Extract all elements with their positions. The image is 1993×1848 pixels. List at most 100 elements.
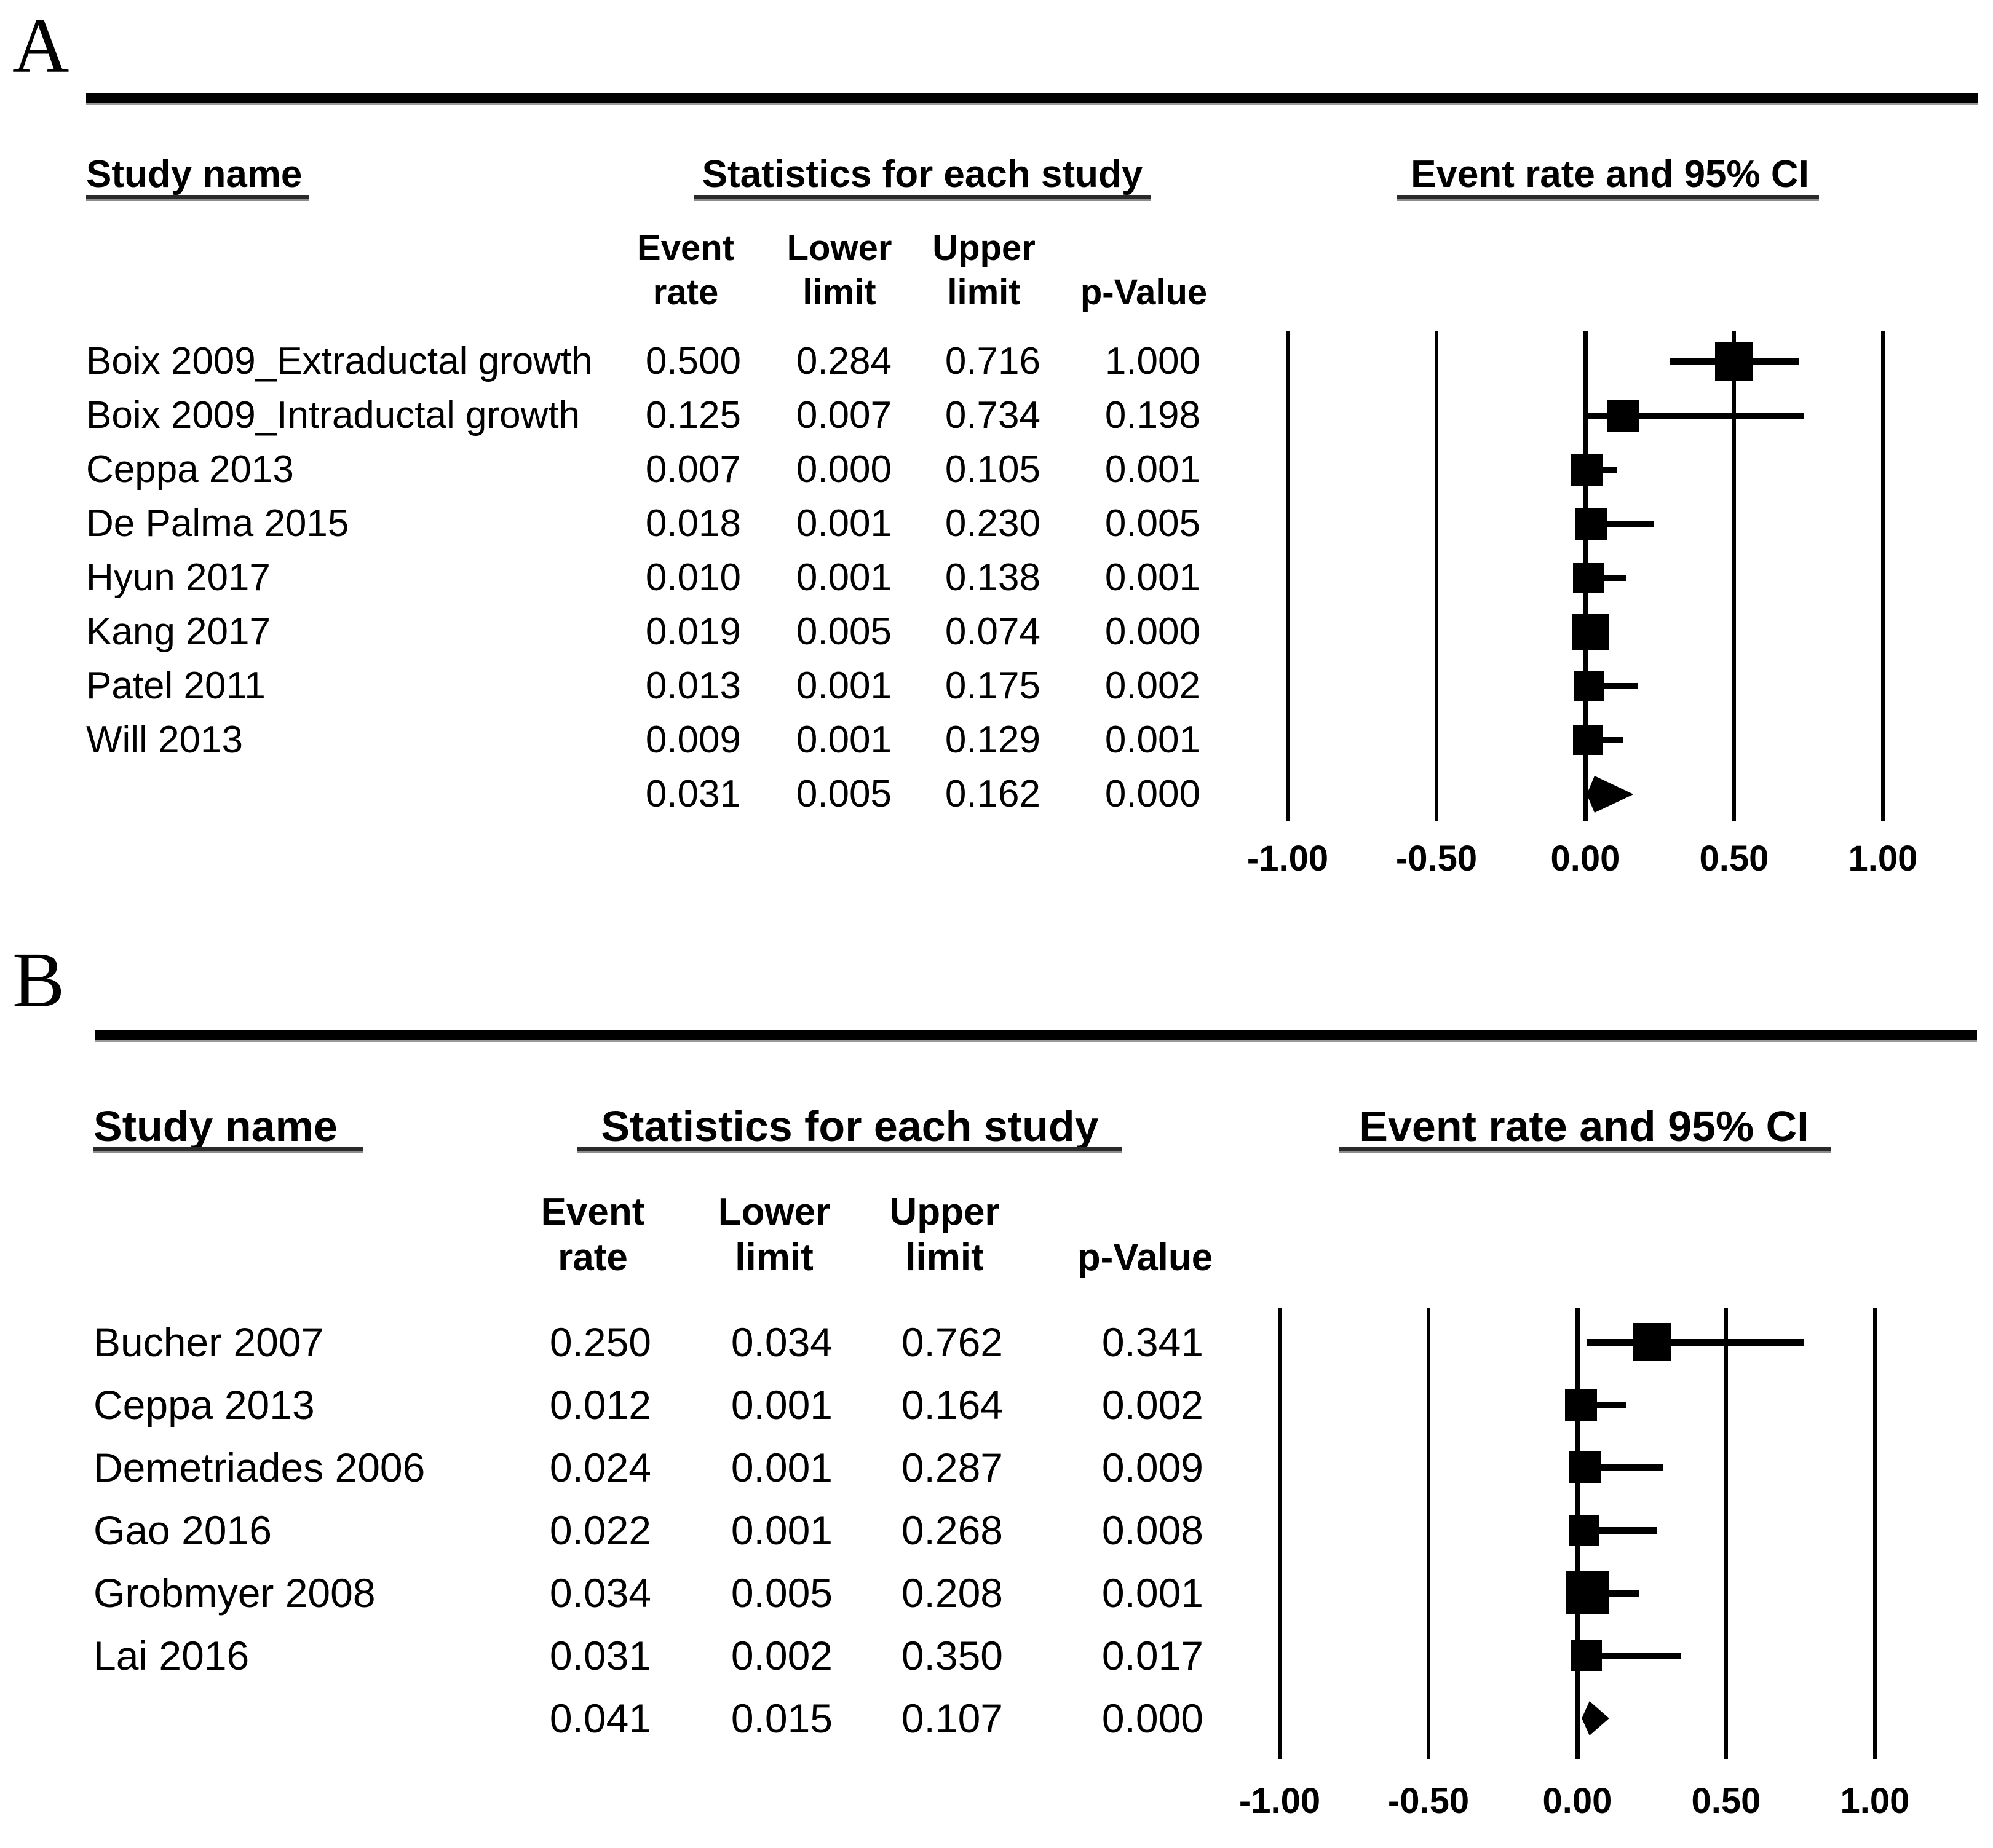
event-rate-cell: 0.041 [549, 1696, 651, 1741]
stat-col-header-line2: p-Value [1077, 1236, 1213, 1279]
effect-size-square [1566, 1571, 1609, 1614]
study-name-cell: Boix 2009_Extraductal growth [86, 340, 593, 382]
study-name-cell: Boix 2009_Intraductal growth [86, 394, 580, 436]
p-value-cell: 0.000 [1104, 773, 1200, 815]
upper-limit-cell: 0.175 [945, 665, 1040, 707]
stat-col-header-line1: Upper [889, 1191, 1000, 1233]
effect-size-square [1564, 1389, 1597, 1421]
reference-gridline [1286, 331, 1290, 821]
event-rate-cell: 0.010 [645, 556, 741, 599]
summary-diamond [1587, 776, 1634, 813]
upper-limit-cell: 0.138 [945, 556, 1040, 599]
reference-gridline [1724, 1308, 1728, 1759]
x-tick-label: -0.50 [1387, 1781, 1470, 1821]
stat-col-header-line2: rate [558, 1236, 628, 1279]
event-rate-cell: 0.007 [645, 448, 741, 491]
stat-col-header-line2: limit [735, 1236, 814, 1279]
upper-limit-cell: 0.107 [901, 1696, 1003, 1741]
ci-line [1577, 1464, 1663, 1471]
p-value-cell: 0.005 [1104, 502, 1200, 545]
ci-line [1585, 683, 1638, 689]
ci-line [1585, 521, 1654, 527]
stat-col-header-line2: rate [652, 272, 719, 312]
event-rate-cell: 0.022 [549, 1507, 651, 1553]
x-tick-label: 0.00 [1542, 1781, 1612, 1821]
lower-limit-cell: 0.005 [796, 773, 892, 815]
study-name-cell: Ceppa 2013 [86, 448, 294, 491]
panel-top-rule [95, 1030, 1977, 1040]
effect-size-square [1571, 454, 1604, 486]
panel-top-rule [86, 93, 1978, 103]
x-tick-label: 0.50 [1691, 1781, 1761, 1821]
stat-col-header-line2: limit [905, 1236, 984, 1279]
study-name-cell: Kang 2017 [86, 610, 271, 653]
upper-limit-cell: 0.762 [901, 1319, 1003, 1365]
event-rate-cell: 0.024 [549, 1445, 651, 1490]
reference-gridline [1278, 1308, 1282, 1759]
reference-gridline [1873, 1308, 1877, 1759]
p-value-cell: 0.198 [1104, 394, 1200, 436]
upper-limit-cell: 0.105 [945, 448, 1040, 491]
lower-limit-cell: 0.007 [796, 394, 892, 436]
ci-line [1587, 413, 1804, 419]
effect-size-square [1606, 400, 1639, 432]
event-rate-cell: 0.500 [645, 340, 741, 382]
stats-header: Statistics for each study [601, 1102, 1099, 1150]
study-name-cell: Hyun 2017 [86, 556, 271, 599]
effect-size-square [1568, 1451, 1601, 1483]
upper-limit-cell: 0.350 [901, 1633, 1003, 1678]
p-value-cell: 0.341 [1101, 1319, 1203, 1365]
event-rate-cell: 0.031 [645, 773, 741, 815]
p-value-cell: 0.001 [1101, 1570, 1203, 1616]
p-value-cell: 0.001 [1104, 719, 1200, 761]
event-rate-cell: 0.031 [549, 1633, 651, 1678]
plot-header: Event rate and 95% CI [1411, 153, 1809, 195]
study-name-cell: Patel 2011 [86, 665, 266, 707]
ci-line [1585, 575, 1626, 581]
p-value-cell: 0.001 [1104, 448, 1200, 491]
lower-limit-cell: 0.005 [731, 1570, 833, 1616]
panel-label: B [12, 936, 65, 1024]
upper-limit-cell: 0.287 [901, 1445, 1003, 1490]
study-name-underline [86, 195, 309, 199]
p-value-cell: 0.002 [1101, 1382, 1203, 1427]
study-name-underline [93, 1147, 363, 1151]
effect-size-square [1573, 725, 1603, 755]
study-name-header: Study name [86, 153, 303, 195]
lower-limit-cell: 0.001 [731, 1445, 833, 1490]
x-tick-label: -0.50 [1395, 839, 1478, 879]
effect-size-square [1568, 1515, 1599, 1546]
x-tick-label: 1.00 [1840, 1781, 1910, 1821]
ci-line [1579, 1589, 1639, 1597]
p-value-cell: 0.017 [1101, 1633, 1203, 1678]
study-name-cell: Demetriades 2006 [93, 1445, 426, 1490]
plot-underline [1397, 195, 1819, 199]
stat-col-header-line1: Lower [718, 1191, 831, 1233]
study-name-cell: De Palma 2015 [86, 502, 349, 545]
effect-size-square [1574, 508, 1607, 540]
lower-limit-cell: 0.005 [796, 610, 892, 653]
study-name-cell: Will 2013 [86, 719, 243, 761]
study-name-cell: Grobmyer 2008 [93, 1570, 376, 1616]
upper-limit-cell: 0.164 [901, 1382, 1003, 1427]
event-rate-cell: 0.250 [549, 1319, 651, 1365]
reference-gridline [1881, 331, 1885, 821]
lower-limit-cell: 0.002 [731, 1633, 833, 1678]
effect-size-square [1633, 1323, 1671, 1361]
lower-limit-cell: 0.001 [731, 1507, 833, 1553]
upper-limit-cell: 0.716 [945, 340, 1040, 382]
event-rate-cell: 0.034 [549, 1570, 651, 1616]
effect-size-square [1572, 563, 1604, 593]
stat-col-header-line1: Event [541, 1191, 645, 1233]
event-rate-cell: 0.019 [645, 610, 741, 653]
study-name-cell: Ceppa 2013 [93, 1382, 315, 1427]
plot-header: Event rate and 95% CI [1359, 1102, 1809, 1150]
upper-limit-cell: 0.230 [945, 502, 1040, 545]
panel-label: A [12, 2, 69, 89]
stats-underline [577, 1147, 1122, 1151]
study-name-cell: Gao 2016 [93, 1507, 272, 1553]
stat-col-header-line2: limit [947, 272, 1021, 312]
lower-limit-cell: 0.001 [796, 719, 892, 761]
reference-gridline [1435, 331, 1438, 821]
